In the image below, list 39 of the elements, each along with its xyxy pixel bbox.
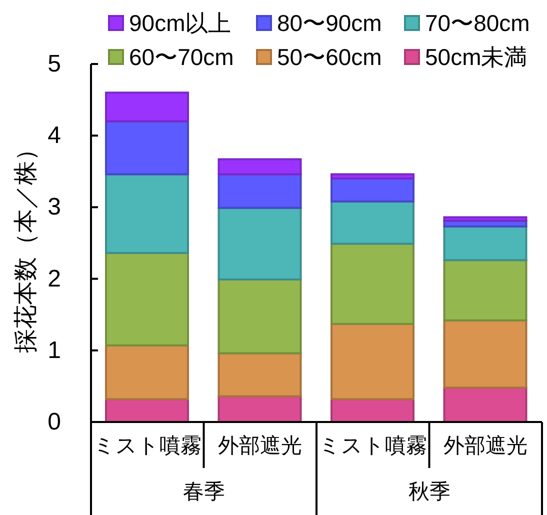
bar bbox=[218, 395, 302, 422]
legend-label: 50cm未満 bbox=[425, 43, 528, 71]
bar bbox=[105, 344, 189, 400]
x-tick-label: ミスト噴霧 bbox=[93, 434, 202, 458]
bar bbox=[443, 386, 528, 422]
text: 春季 bbox=[182, 480, 225, 504]
x-tick-label: 外部遮光 bbox=[444, 434, 528, 458]
bar bbox=[330, 322, 414, 400]
bar bbox=[105, 120, 189, 176]
y-tick-label: 1 bbox=[48, 336, 61, 364]
x-tick-label: 外部遮光 bbox=[218, 434, 302, 458]
legend-label: 80〜90cm bbox=[277, 9, 382, 37]
bar bbox=[218, 278, 302, 354]
bar bbox=[330, 173, 414, 180]
bar bbox=[218, 206, 302, 281]
bar bbox=[443, 226, 528, 262]
bar bbox=[105, 252, 189, 346]
bar bbox=[443, 319, 528, 389]
bar bbox=[105, 173, 189, 254]
text: 秋季 bbox=[408, 480, 450, 504]
legend-label: 60〜70cm bbox=[129, 43, 234, 71]
y-tick-label: 2 bbox=[48, 265, 61, 292]
legend-label: 50〜60cm bbox=[277, 43, 382, 71]
y-tick-label: 5 bbox=[48, 50, 61, 78]
legend-label: 70〜80cm bbox=[425, 9, 530, 37]
y-tick-label: 3 bbox=[48, 194, 61, 221]
y-tick-label: 4 bbox=[48, 122, 61, 150]
bar bbox=[218, 352, 302, 398]
bar bbox=[218, 158, 302, 176]
y-tick-label: 0 bbox=[48, 408, 61, 436]
legend-label: 90cm以上 bbox=[129, 9, 232, 37]
bar bbox=[330, 178, 414, 202]
y-axis-title: 採花本数（本／株） bbox=[12, 137, 40, 353]
bar bbox=[443, 259, 528, 322]
bar bbox=[443, 216, 528, 222]
x-tick-label: ミスト噴霧 bbox=[318, 434, 427, 458]
bar bbox=[218, 173, 302, 209]
bar bbox=[330, 242, 414, 325]
bar bbox=[105, 92, 189, 122]
